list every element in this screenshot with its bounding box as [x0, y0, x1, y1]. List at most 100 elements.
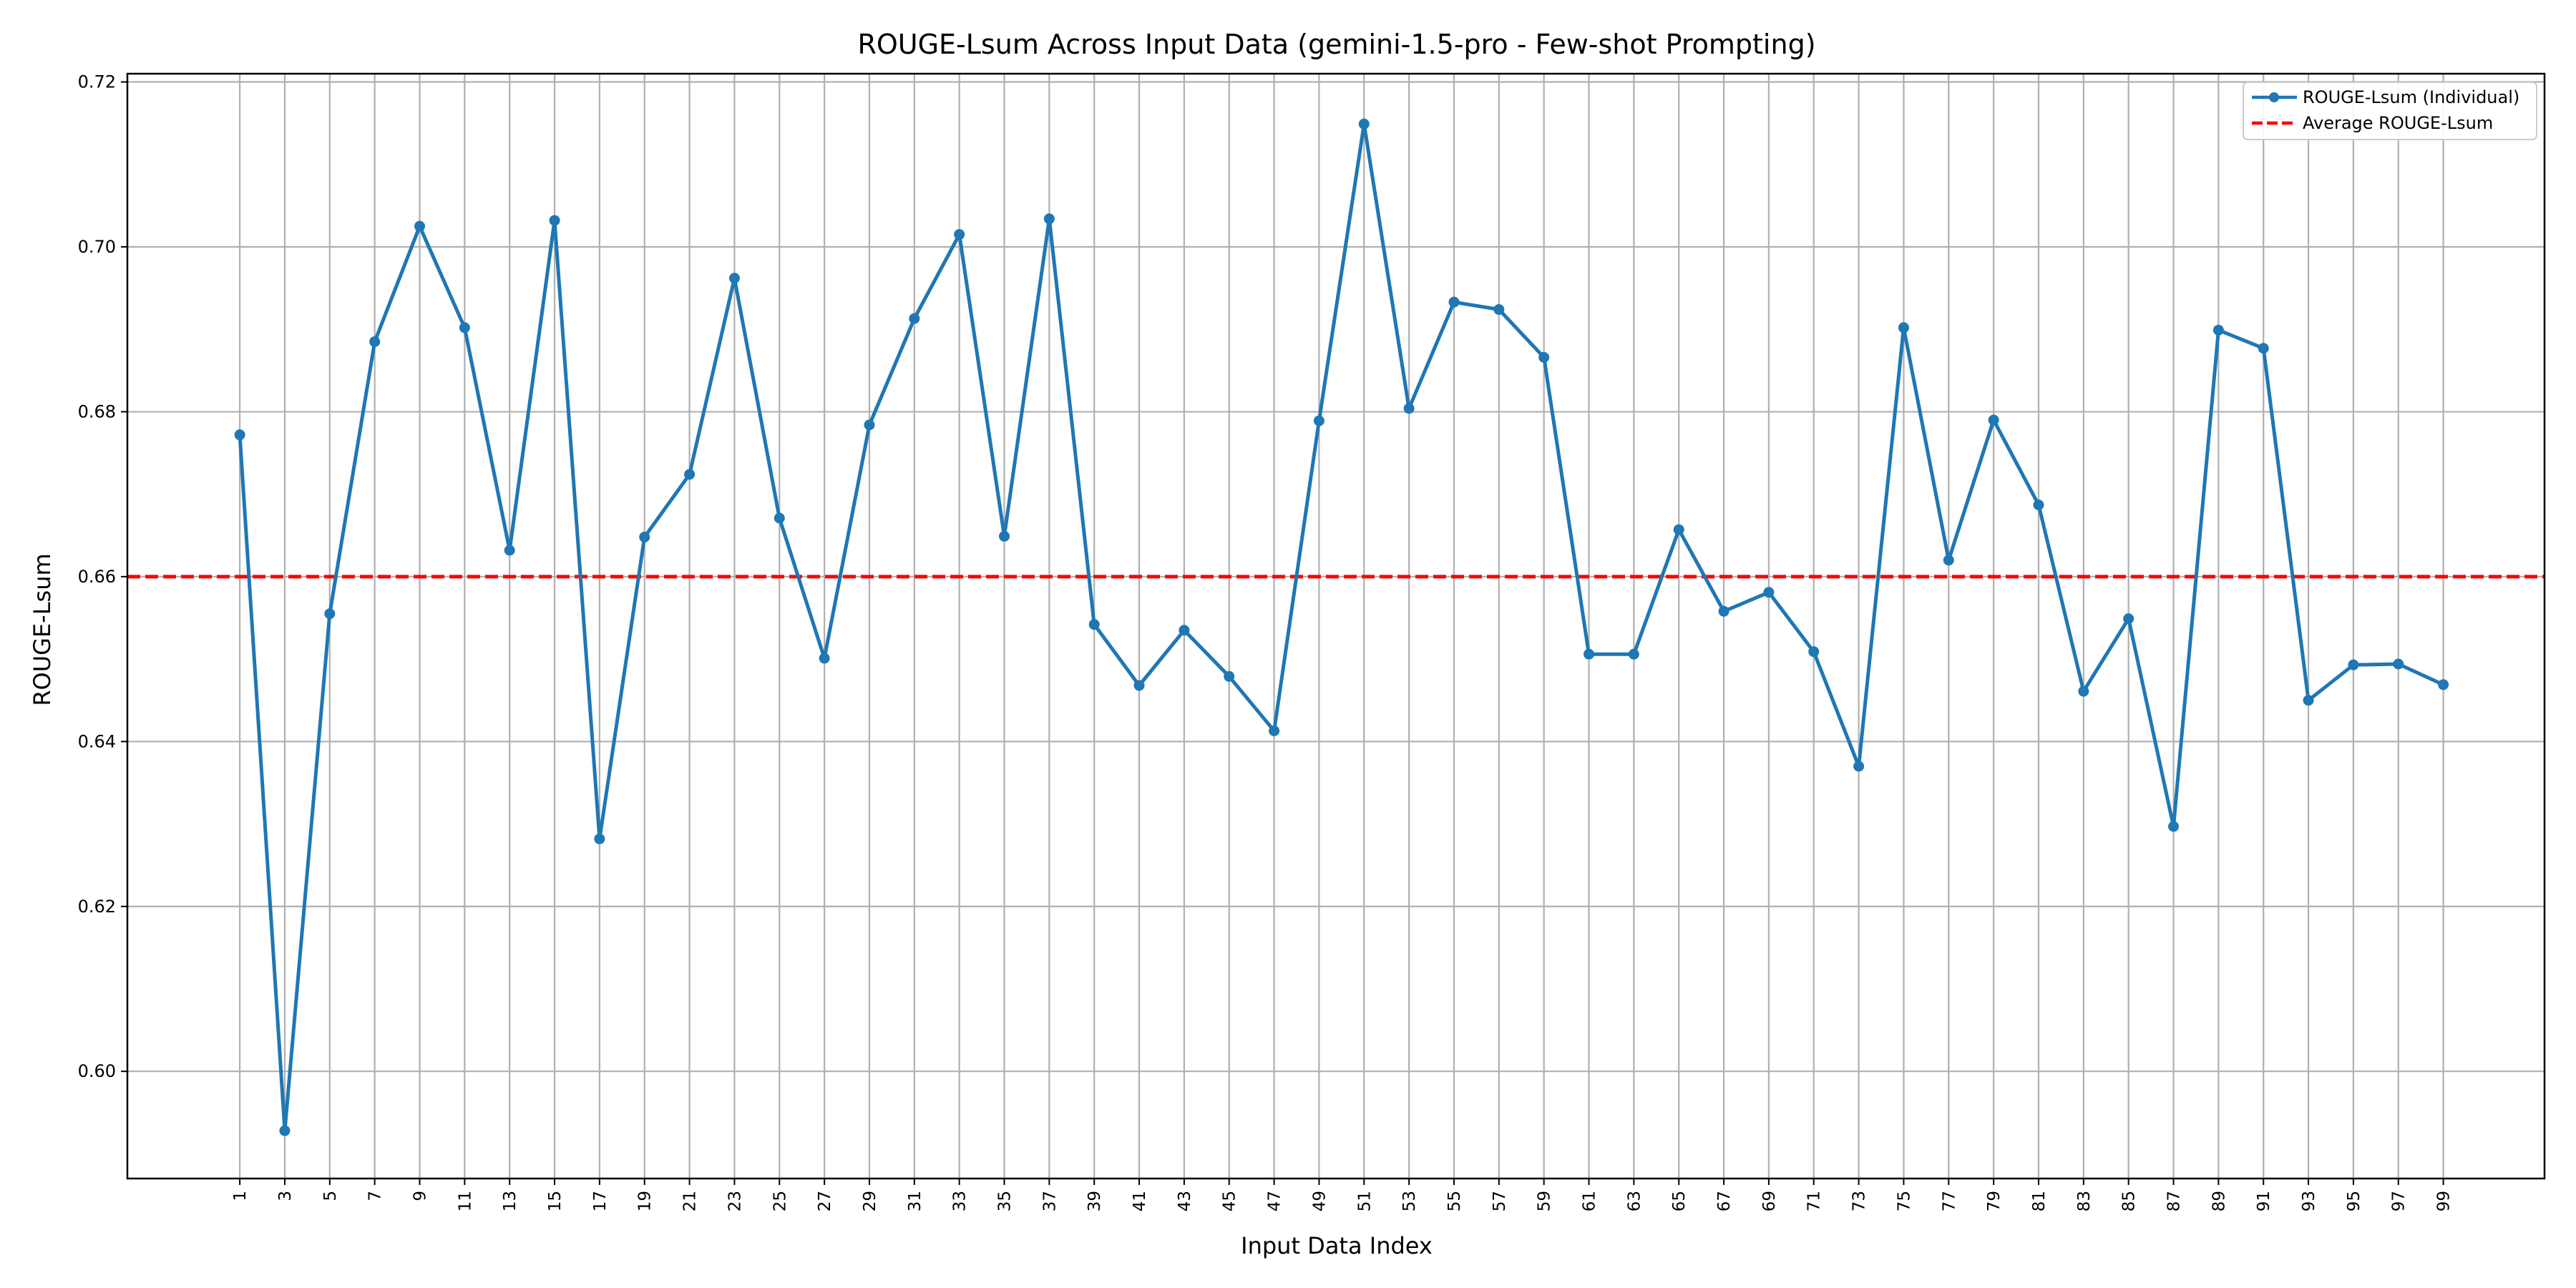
- data-point: [279, 1125, 291, 1136]
- data-point: [1898, 322, 1909, 333]
- x-tick-label: 5: [321, 1191, 340, 1201]
- data-point: [1043, 213, 1055, 225]
- data-point: [1313, 415, 1324, 426]
- series-line-individual: [238, 122, 2444, 1133]
- y-tick-label: 0.68: [78, 401, 116, 421]
- x-tick-label: 51: [1355, 1191, 1374, 1211]
- data-point: [1179, 625, 1190, 636]
- x-tick-label: 79: [1985, 1191, 2004, 1211]
- x-tick-label: 47: [1266, 1191, 1284, 1211]
- data-point: [414, 220, 426, 232]
- x-tick-label: 85: [2120, 1191, 2139, 1211]
- legend: ROUGE-Lsum (Individual) Average ROUGE-Ls…: [2243, 82, 2537, 140]
- x-tick-label: 21: [681, 1191, 700, 1211]
- data-point: [594, 833, 605, 844]
- x-tick-label: 75: [1895, 1191, 1913, 1211]
- data-point: [909, 313, 920, 324]
- x-tick-label: 87: [2165, 1191, 2184, 1211]
- x-tick-label: 1: [231, 1191, 250, 1201]
- data-point: [1763, 587, 1775, 598]
- x-tick-label: 91: [2255, 1191, 2273, 1211]
- x-tick-label: 73: [1850, 1191, 1869, 1211]
- y-tick-label: 0.66: [78, 567, 116, 587]
- data-point: [2123, 613, 2135, 625]
- data-point: [1224, 670, 1235, 682]
- x-tick-label: 71: [1805, 1191, 1824, 1211]
- x-tick-label: 59: [1536, 1191, 1554, 1211]
- x-tick-label: 17: [591, 1191, 610, 1211]
- legend-box: [2243, 82, 2537, 140]
- legend-label-individual: ROUGE-Lsum (Individual): [2303, 87, 2519, 107]
- data-point: [2393, 658, 2404, 670]
- series-layer: [234, 118, 2449, 1136]
- x-tick-label: 95: [2345, 1191, 2363, 1211]
- chart-title: ROUGE-Lsum Across Input Data (gemini-1.5…: [857, 29, 1815, 60]
- x-tick-label: 97: [2390, 1191, 2409, 1211]
- x-tick-label: 55: [1445, 1191, 1464, 1211]
- data-point: [1628, 648, 1639, 660]
- x-tick-label: 67: [1715, 1191, 1734, 1211]
- data-point: [864, 419, 875, 431]
- x-tick-label: 9: [411, 1191, 430, 1201]
- x-tick-label: 23: [726, 1191, 744, 1211]
- y-tick-label: 0.70: [78, 237, 116, 257]
- x-tick-label: 27: [816, 1191, 834, 1211]
- x-tick-label: 39: [1085, 1191, 1104, 1211]
- x-tick-label: 65: [1670, 1191, 1689, 1211]
- x-tick-label: 99: [2435, 1191, 2454, 1211]
- x-tick-label: 49: [1310, 1191, 1329, 1211]
- x-tick-label: 29: [861, 1191, 879, 1211]
- legend-label-average: Average ROUGE-Lsum: [2303, 113, 2493, 133]
- x-axis-label: Input Data Index: [1241, 1232, 1433, 1259]
- x-axis-ticks: 1 3 5 7 9 11 13 15 17 19 21 23 25 27 29 31 33 35 37 39 41 43 4…: [231, 1179, 2454, 1211]
- data-point: [1269, 725, 1280, 736]
- data-point: [728, 273, 740, 284]
- x-tick-label: 53: [1400, 1191, 1419, 1211]
- x-tick-label: 63: [1625, 1191, 1644, 1211]
- data-point: [2212, 324, 2224, 336]
- y-tick-label: 0.64: [78, 731, 116, 751]
- data-point: [2258, 343, 2269, 354]
- data-point: [2438, 679, 2449, 691]
- x-tick-label: 61: [1581, 1191, 1599, 1211]
- x-tick-label: 93: [2300, 1191, 2318, 1211]
- data-point: [1988, 414, 1999, 426]
- data-point: [999, 530, 1010, 542]
- data-point: [2168, 821, 2180, 832]
- data-point: [459, 322, 470, 333]
- data-point: [1673, 524, 1684, 535]
- data-point: [1448, 296, 1460, 308]
- data-point: [819, 653, 830, 664]
- x-tick-label: 25: [771, 1191, 789, 1211]
- x-tick-label: 33: [951, 1191, 970, 1211]
- data-point: [774, 512, 785, 524]
- y-axis-label: ROUGE-Lsum: [29, 553, 56, 706]
- data-point: [1853, 761, 1865, 772]
- x-tick-label: 19: [636, 1191, 655, 1211]
- data-point: [2303, 695, 2314, 706]
- data-point: [1808, 646, 1820, 658]
- data-point: [1584, 648, 1595, 660]
- data-point: [324, 608, 336, 620]
- x-tick-label: 45: [1221, 1191, 1239, 1211]
- data-point: [1403, 403, 1415, 414]
- x-tick-label: 3: [276, 1191, 295, 1201]
- data-point: [954, 229, 965, 240]
- data-point: [2348, 659, 2359, 670]
- y-tick-label: 0.62: [78, 897, 116, 917]
- x-tick-label: 13: [501, 1191, 519, 1211]
- x-tick-label: 41: [1131, 1191, 1149, 1211]
- x-tick-label: 11: [456, 1191, 474, 1211]
- data-point: [2033, 499, 2044, 511]
- data-point: [234, 429, 245, 441]
- x-tick-label: 83: [2075, 1191, 2094, 1211]
- x-tick-label: 15: [546, 1191, 565, 1211]
- data-point: [369, 336, 381, 347]
- x-tick-label: 69: [1760, 1191, 1779, 1211]
- data-point: [639, 532, 650, 543]
- x-tick-label: 7: [366, 1191, 385, 1201]
- y-tick-label: 0.72: [78, 72, 116, 92]
- data-point: [1718, 605, 1729, 617]
- x-tick-label: 31: [906, 1191, 924, 1211]
- x-tick-label: 89: [2210, 1191, 2228, 1211]
